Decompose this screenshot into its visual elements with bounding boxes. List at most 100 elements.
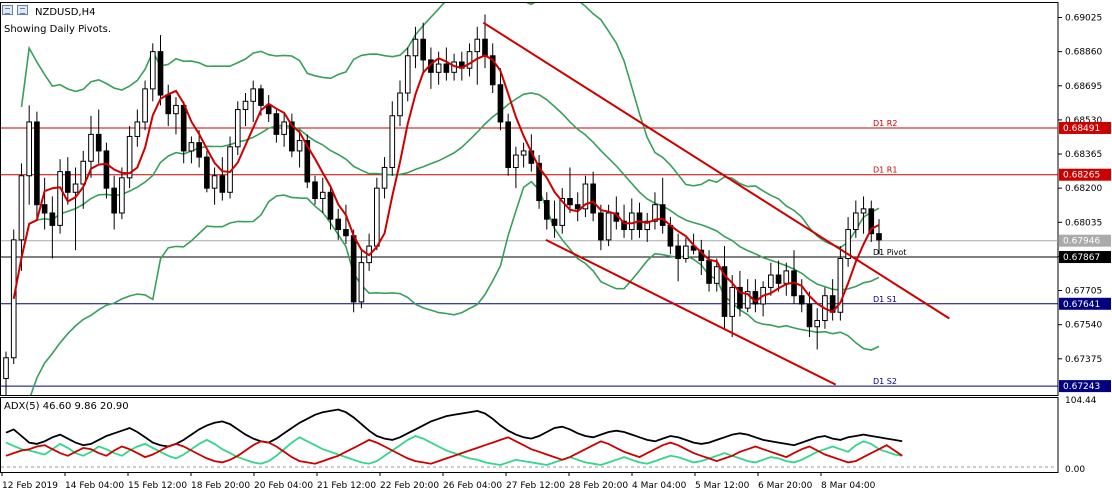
time-axis-label: 22 Feb 20:00: [380, 481, 439, 491]
candle-body: [582, 183, 589, 210]
pivot-price-tag-text: 0.68491: [1063, 124, 1100, 134]
candle-body: [598, 212, 604, 241]
candle-body: [868, 208, 875, 235]
candle-body: [520, 150, 527, 156]
candle-body: [64, 171, 71, 193]
current-price-tag-text: 0.67946: [1063, 237, 1100, 247]
candle-body: [567, 198, 573, 206]
candle-body: [420, 38, 427, 61]
candle-body: [574, 204, 581, 210]
candle-body: [211, 175, 218, 189]
candle-body: [876, 233, 882, 241]
candle-body: [683, 245, 689, 259]
time-axis-label: 12 Feb 2019: [2, 481, 58, 491]
candle-body: [397, 92, 403, 117]
main-plot-frame: [0, 2, 1059, 396]
candle-body: [196, 142, 202, 158]
candle-body: [72, 183, 79, 193]
time-axis-label: 27 Feb 12:00: [506, 481, 565, 491]
pivot-price-tag-text: 0.67641: [1063, 300, 1100, 310]
candle-body: [126, 135, 133, 179]
candle-body: [335, 218, 342, 231]
candle-body: [327, 191, 334, 220]
candle-body: [721, 266, 728, 317]
candle-body: [250, 88, 257, 102]
candle-body: [837, 257, 844, 313]
symbol-title: NZDUSD,H4: [35, 7, 96, 18]
adx-plus-di-line: [5, 435, 903, 466]
pivot-level-label: D1 R1: [873, 166, 897, 175]
time-axis-label: 6 Mar 20:00: [758, 481, 813, 491]
candle-body: [165, 94, 172, 115]
pivot-subtitle: Showing Daily Pivots.: [4, 24, 112, 35]
pivot-level-label: D1 R2: [873, 119, 897, 128]
candle-body: [412, 38, 419, 57]
support-trend-line: [545, 238, 837, 386]
candle-body: [435, 63, 442, 73]
pivot-price-tag-text: 0.67243: [1063, 382, 1100, 392]
pivot-price-tag-text: 0.67867: [1063, 253, 1100, 263]
candle-body: [57, 171, 63, 226]
candle-body: [18, 175, 25, 241]
pivot-level-label: D1 Pivot: [873, 248, 906, 257]
moving-average-line: [12, 54, 880, 314]
candle-body: [381, 166, 388, 189]
candle-body: [806, 303, 813, 328]
time-axis-label: 14 Feb 04:00: [65, 481, 124, 491]
candle-body: [258, 88, 264, 106]
price-axis-label: 0.68530: [1065, 116, 1102, 126]
pivot-price-tag: [1059, 297, 1111, 310]
candle-body: [768, 274, 774, 288]
bollinger-lower-band: [29, 180, 880, 395]
price-axis-label: 0.68365: [1065, 150, 1102, 160]
time-axis-label: 4 Mar 04:00: [632, 481, 687, 491]
adx-minus-di-line: [5, 436, 903, 465]
time-axis-label: 8 Mar 04:00: [821, 481, 876, 491]
candle-body: [234, 109, 241, 148]
candle-body: [374, 187, 380, 247]
candle-body: [482, 38, 488, 57]
candle-body: [319, 191, 326, 200]
candle-body: [289, 121, 295, 152]
chart-window-icon[interactable]: [2, 5, 13, 15]
adx-axis-label: 0.00: [1065, 465, 1085, 475]
candle-body: [304, 140, 311, 183]
candle-body: [34, 121, 40, 206]
candle-body: [489, 55, 496, 86]
candle-body: [706, 260, 712, 284]
adx-indicator-label: ADX(5) 46.60 9.86 20.90: [4, 401, 129, 412]
candle-body: [551, 218, 558, 226]
candle-body: [783, 270, 790, 284]
time-axis-label: 26 Feb 04:00: [443, 481, 502, 491]
candle-body: [713, 266, 720, 284]
candle-body: [173, 104, 179, 115]
candle-body: [814, 320, 821, 328]
candle-body: [142, 88, 148, 123]
candle-body: [775, 274, 782, 284]
candle-body: [188, 142, 195, 152]
candle-body: [350, 235, 357, 303]
pivot-level-label: D1 S2: [873, 377, 897, 386]
candle-body: [536, 162, 542, 202]
time-axis-label: 15 Feb 12:00: [128, 481, 187, 491]
time-axis-label: 21 Feb 12:00: [317, 481, 376, 491]
candle-body: [729, 286, 736, 317]
candle-body: [343, 229, 349, 237]
price-axis-label: 0.69025: [1065, 14, 1102, 24]
candle-body: [667, 224, 674, 247]
candle-body: [119, 177, 125, 214]
candle-body: [443, 63, 450, 73]
candle-body: [296, 140, 303, 152]
timeframe-icon[interactable]: [17, 5, 28, 15]
candle-body: [111, 187, 117, 214]
candle-body: [652, 204, 658, 222]
candle-body: [157, 51, 164, 96]
price-axis-label: 0.67540: [1065, 321, 1102, 331]
candle-body: [312, 181, 318, 200]
candle-body: [103, 150, 110, 189]
bollinger-middle-band: [20, 92, 880, 291]
candle-body: [798, 295, 805, 305]
pivot-price-tag: [1059, 251, 1111, 264]
price-axis-label: 0.67375: [1065, 355, 1102, 365]
